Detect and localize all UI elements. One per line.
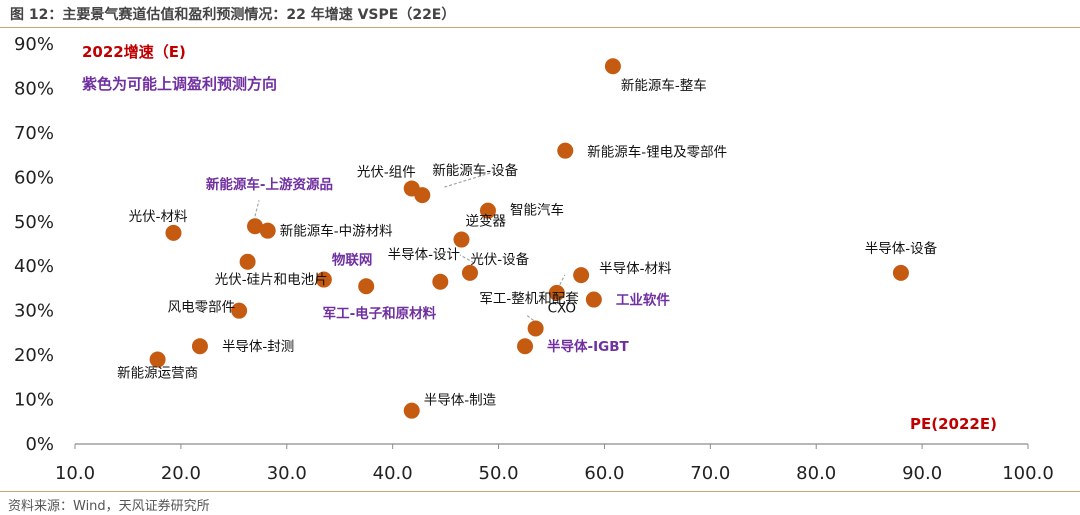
point-label: 光伏-材料 <box>129 209 188 225</box>
point-label: CXO <box>548 300 576 316</box>
point-label: 半导体-IGBT <box>547 338 629 355</box>
leader-line <box>525 313 534 321</box>
y-tick-label: 60% <box>14 167 54 188</box>
leader-line <box>459 254 475 264</box>
data-point <box>557 142 574 159</box>
data-point <box>414 187 431 204</box>
figure-title: 图 12：主要景气赛道估值和盈利预测情况：22 年增速 VSPE（22E） <box>10 7 456 23</box>
x-tick-label: 20.0 <box>161 463 201 484</box>
data-point <box>231 302 248 319</box>
data-point <box>461 264 478 281</box>
point-label: 半导体-封测 <box>222 339 294 355</box>
x-tick-label: 50.0 <box>479 463 519 484</box>
data-point <box>358 278 375 295</box>
point-label: 新能源车-设备 <box>432 162 518 179</box>
y-tick-label: 50% <box>14 212 54 233</box>
leader-lines <box>254 170 566 321</box>
data-point <box>892 264 909 281</box>
point-label: 新能源车-中游材料 <box>280 223 393 240</box>
y-tick-label: 30% <box>14 301 54 322</box>
y-tick-label: 80% <box>14 78 54 99</box>
x-tick-label: 40.0 <box>373 463 413 484</box>
x-tick-label: 30.0 <box>267 463 307 484</box>
point-label: 新能源车-锂电及零部件 <box>587 144 727 161</box>
point-label: 半导体-设计 <box>388 247 460 263</box>
leader-line <box>254 200 260 217</box>
y-axis-title: 2022增速（E) <box>82 43 186 61</box>
y-tick-label: 70% <box>14 123 54 144</box>
x-tick-label: 10.0 <box>55 463 95 484</box>
data-point <box>453 231 470 248</box>
source-note: 资料来源：Wind，天风证券研究所 <box>8 499 210 514</box>
point-label: 风电零部件 <box>168 300 236 316</box>
point-label: 半导体-制造 <box>424 393 497 409</box>
y-tick-label: 10% <box>14 390 54 411</box>
data-point <box>517 338 534 355</box>
data-point <box>149 351 166 368</box>
data-point <box>527 320 544 337</box>
x-tick-label: 80.0 <box>796 463 836 484</box>
data-point <box>247 218 264 235</box>
data-point <box>432 273 449 290</box>
data-point <box>403 402 420 419</box>
scatter-chart: 0% 10% 20% 30% 40% 50% 60% 70% 80% 90% 10.0 20.0 30.… <box>14 34 1054 484</box>
chart-axes: 0% 10% 20% 30% 40% 50% 60% 70% 80% 90% 10.0 20.0 30.… <box>14 34 1054 484</box>
y-tick-label: 40% <box>14 256 54 277</box>
point-label: 光伏-设备 <box>470 251 529 268</box>
point-label: 军工-整机和配套 <box>479 291 579 307</box>
data-points <box>149 58 909 419</box>
point-label: 军工-电子和原材料 <box>323 305 437 322</box>
point-label: 半导体-设备 <box>865 240 938 257</box>
data-point <box>191 338 208 355</box>
point-label: 半导体-材料 <box>599 261 672 277</box>
data-point <box>573 267 590 284</box>
y-tick-label: 0% <box>25 434 54 455</box>
data-point <box>315 271 332 288</box>
x-tick-label: 70.0 <box>690 463 730 484</box>
point-label: 光伏-硅片和电池片 <box>215 272 328 288</box>
point-label: 智能汽车 <box>510 202 564 219</box>
data-point <box>165 224 182 241</box>
data-point <box>548 284 565 301</box>
source-divider <box>0 491 1080 492</box>
x-tick-label: 60.0 <box>584 463 624 484</box>
data-point <box>604 58 621 75</box>
point-label: 光伏-组件 <box>357 164 416 180</box>
point-label: 新能源车-上游资源品 <box>206 176 333 193</box>
x-tick-label: 100.0 <box>1002 463 1054 484</box>
x-tick-label: 90.0 <box>902 463 942 484</box>
point-label: 物联网 <box>332 252 373 269</box>
data-point <box>259 222 276 239</box>
data-point <box>479 202 496 219</box>
point-label: 新能源车-整车 <box>621 77 707 94</box>
point-label: 工业软件 <box>616 292 670 309</box>
y-tick-label: 90% <box>14 34 54 55</box>
leader-line <box>559 274 566 286</box>
legend-note: 紫色为可能上调盈利预测方向 <box>82 75 277 93</box>
point-label: 新能源运营商 <box>117 366 198 382</box>
data-point <box>585 291 602 308</box>
point-label: 逆变器 <box>465 214 506 230</box>
leader-line <box>444 170 497 188</box>
title-divider <box>0 27 1080 28</box>
x-axis-title: PE(2022E) <box>910 415 997 433</box>
data-point <box>239 253 256 270</box>
y-tick-label: 20% <box>14 345 54 366</box>
